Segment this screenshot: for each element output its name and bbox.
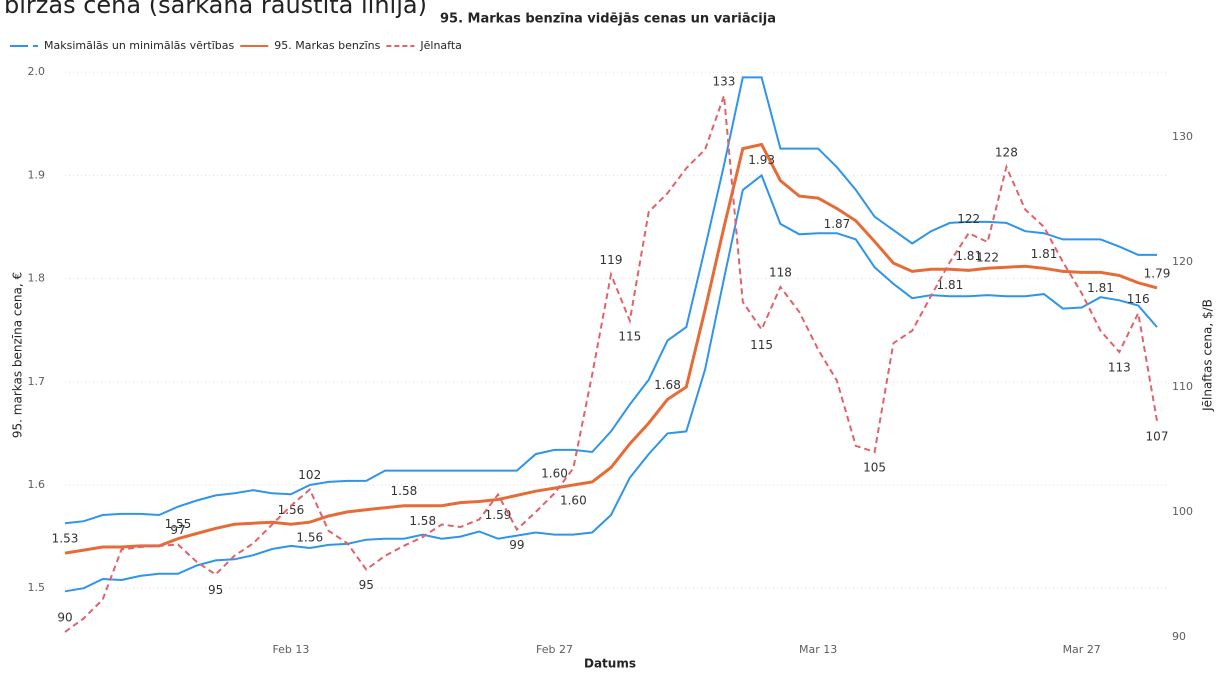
data-label: 1.68: [654, 378, 681, 392]
x-tick-label: Feb 13: [272, 643, 309, 656]
x-tick-label: Feb 27: [536, 643, 573, 656]
x-axis-label: Datums: [584, 657, 636, 671]
data-label: 122: [976, 251, 999, 265]
data-label: 95: [208, 583, 223, 597]
x-tick-label: Mar 13: [799, 643, 837, 656]
legend-label: 95. Markas benzīns: [274, 39, 380, 52]
y-tick-label: 1.7: [28, 375, 46, 388]
data-label: 1.79: [1144, 266, 1171, 280]
data-label: 1.53: [52, 532, 79, 546]
legend-label: Maksimālās un minimālās vērtības: [44, 39, 234, 52]
data-label: 128: [995, 146, 1018, 160]
data-label: 1.56: [296, 531, 323, 545]
chart-title: 95. Markas benzīna vidējās cenas un vari…: [440, 12, 776, 27]
y2-tick-label: 130: [1172, 130, 1193, 143]
series-line: [64, 173, 1158, 593]
y-axis-label: 95. markas benzīna cena, €: [11, 272, 25, 438]
data-label: 1.81: [1087, 281, 1114, 295]
y-tick-label: 1.9: [28, 168, 46, 181]
data-label: 119: [600, 253, 623, 267]
data-label: 105: [863, 461, 886, 475]
y-tick-label: 1.8: [28, 272, 46, 285]
y2-tick-label: 100: [1172, 505, 1193, 518]
data-label: 1.87: [824, 217, 851, 231]
data-label: 107: [1146, 429, 1169, 443]
data-label: 95: [359, 578, 374, 592]
y2-axis-label: Jēlnaftas cena, $/B: [1201, 299, 1215, 412]
header-text: biržas cena (sarkanā raustītā līnija): [4, 0, 427, 19]
data-label: 1.59: [485, 508, 512, 522]
data-label: 97: [170, 523, 185, 537]
data-label: 116: [1127, 292, 1150, 306]
data-label: 102: [298, 468, 321, 482]
data-label: 1.60: [560, 494, 587, 508]
data-label: 115: [618, 329, 641, 343]
series-line: [64, 76, 1157, 525]
data-label: 1.81: [1031, 247, 1058, 261]
data-label: 99: [509, 538, 524, 552]
data-label: 113: [1108, 361, 1131, 375]
legend-label: Jēlnafta: [419, 39, 462, 52]
y-tick-label: 2.0: [28, 65, 46, 78]
y-tick-label: 1.6: [28, 478, 46, 491]
data-label: 1.81: [937, 278, 964, 292]
y2-tick-label: 120: [1172, 255, 1193, 268]
data-label: 90: [57, 611, 72, 625]
data-label: 133: [713, 74, 736, 88]
series-line: [64, 142, 1158, 555]
data-label: 1.60: [541, 467, 568, 481]
data-label: 1.58: [409, 514, 436, 528]
y-tick-label: 1.5: [28, 581, 46, 594]
data-label: 118: [769, 266, 792, 280]
data-label: 1.81: [955, 249, 982, 263]
y2-tick-label: 110: [1172, 380, 1193, 393]
y2-tick-label: 90: [1172, 630, 1186, 643]
data-label: 115: [750, 338, 773, 352]
data-label: 1.93: [748, 153, 775, 167]
data-label: 122: [957, 212, 980, 226]
x-tick-label: Mar 27: [1063, 643, 1101, 656]
data-label: 1.58: [391, 484, 418, 498]
series-line: [64, 95, 1158, 633]
data-label: 1.55: [165, 517, 192, 531]
